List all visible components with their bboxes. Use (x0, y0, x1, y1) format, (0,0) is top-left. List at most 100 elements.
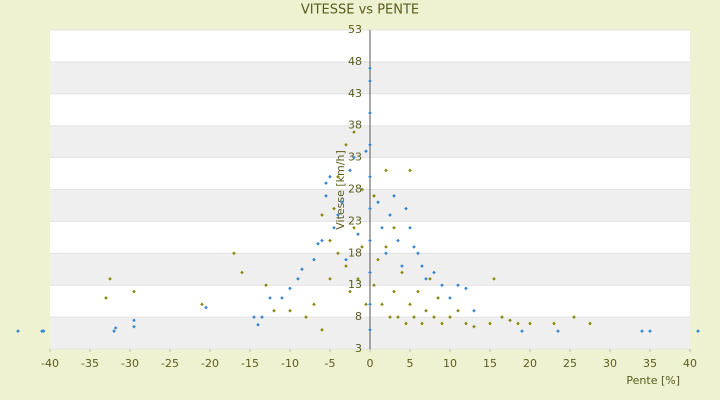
x-tick-label: 0 (367, 357, 374, 370)
point (132, 318, 136, 323)
point (368, 238, 372, 243)
point (332, 206, 336, 211)
x-tick-label: -5 (325, 357, 336, 370)
point (464, 286, 468, 291)
y-tick-label: 23 (348, 214, 362, 227)
x-tick-label: 40 (683, 357, 697, 370)
point (500, 315, 504, 319)
point (520, 329, 524, 333)
point (364, 302, 368, 307)
point (384, 168, 388, 173)
point (388, 315, 392, 319)
point (200, 302, 204, 307)
point (340, 200, 344, 205)
y-tick-label: 43 (348, 87, 362, 100)
y-tick-label: 38 (348, 119, 362, 132)
point (16, 329, 20, 333)
x-tick-label: 15 (483, 357, 497, 370)
point (320, 238, 324, 243)
point (432, 270, 436, 275)
point (328, 238, 332, 243)
point (344, 143, 348, 147)
point (392, 289, 396, 294)
point (392, 194, 396, 198)
point (320, 328, 324, 332)
point (368, 111, 372, 115)
point (380, 225, 384, 230)
x-tick-label: -25 (161, 357, 179, 370)
x-tick-label: -20 (201, 357, 219, 370)
point (372, 283, 376, 288)
point (328, 174, 332, 179)
point (416, 289, 420, 294)
point (368, 79, 372, 83)
point (272, 308, 276, 313)
point (508, 318, 512, 323)
point (360, 187, 364, 192)
point (296, 276, 300, 281)
point (368, 143, 372, 147)
point (108, 276, 112, 281)
point (132, 324, 136, 329)
point (348, 289, 352, 294)
point (696, 329, 700, 333)
point (356, 232, 360, 236)
point (400, 264, 404, 268)
x-tick-label: 20 (523, 357, 537, 370)
point (316, 241, 320, 246)
point (448, 315, 452, 319)
point (372, 194, 376, 198)
point (352, 225, 356, 230)
point (392, 225, 396, 230)
point (552, 321, 556, 326)
point (408, 302, 412, 307)
y-tick-label: 28 (348, 183, 362, 196)
point (492, 276, 496, 281)
point (456, 283, 460, 288)
y-tick-label: 53 (348, 23, 362, 36)
point (640, 329, 644, 333)
point (588, 321, 592, 326)
point (344, 257, 348, 262)
point (324, 194, 328, 198)
point (412, 245, 416, 249)
point (404, 321, 408, 326)
point (572, 315, 576, 319)
point (404, 206, 408, 211)
point (436, 296, 440, 300)
point (384, 245, 388, 249)
point (352, 130, 356, 134)
point (368, 270, 372, 275)
point (320, 213, 324, 217)
point (456, 308, 460, 313)
point (304, 315, 308, 319)
point (448, 296, 452, 300)
point (556, 329, 560, 333)
x-axis-label: Pente [%] (626, 374, 680, 387)
point (312, 257, 316, 262)
point (424, 308, 428, 313)
point (280, 296, 284, 300)
point (408, 225, 412, 230)
y-tick-label: 8 (355, 310, 362, 323)
point (384, 251, 388, 256)
point (336, 251, 340, 256)
point (348, 168, 352, 173)
x-tick-label: 10 (443, 357, 457, 370)
point (420, 321, 424, 326)
point (356, 276, 360, 281)
point (648, 329, 652, 333)
point (264, 283, 268, 288)
point (364, 149, 368, 154)
point (332, 225, 336, 230)
point (368, 328, 372, 332)
point (268, 296, 272, 300)
point (416, 251, 420, 256)
point (472, 308, 476, 313)
point (380, 302, 384, 307)
point (516, 321, 520, 326)
point (420, 264, 424, 268)
point (260, 315, 264, 319)
x-tick-label: 35 (643, 357, 657, 370)
point (204, 305, 208, 310)
